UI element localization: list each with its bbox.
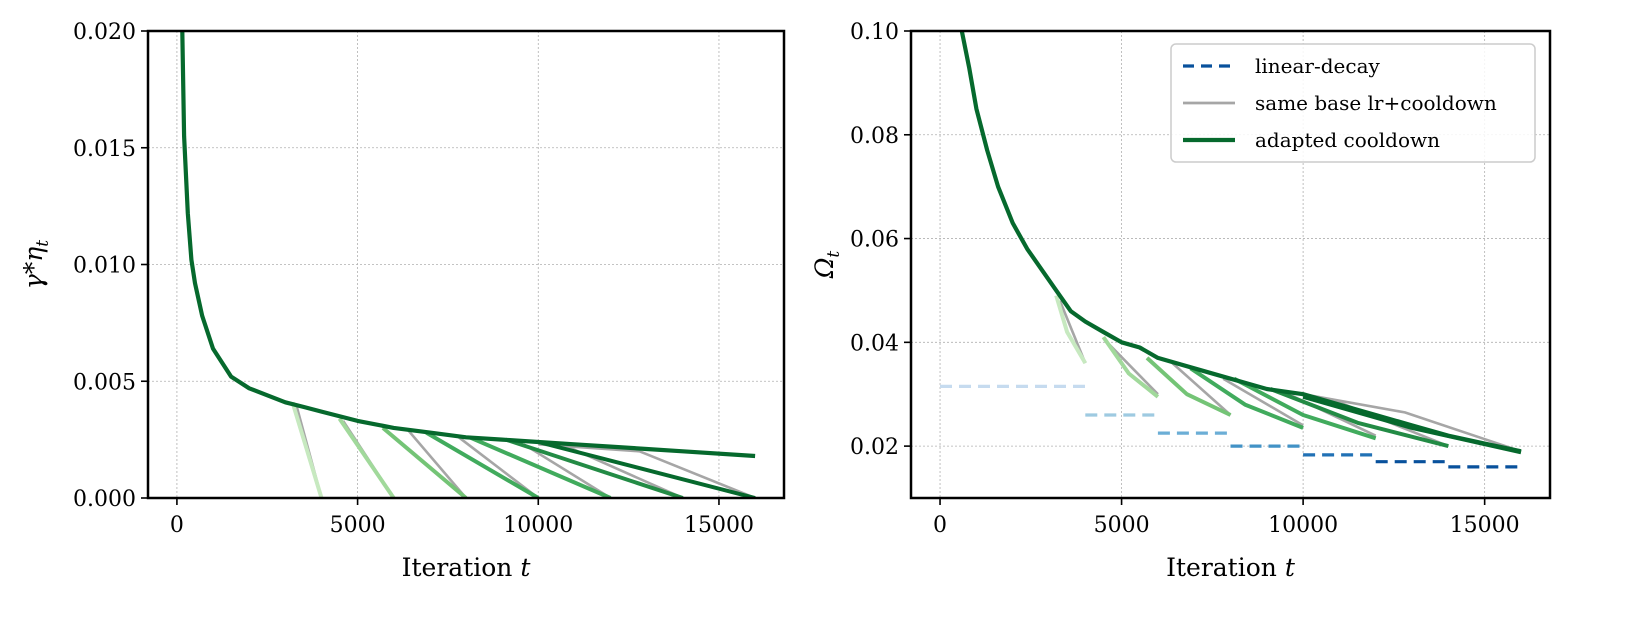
y-axis-label: Ωt <box>810 251 844 280</box>
same-base-lr-cooldown-series-line <box>1106 341 1159 396</box>
adapted-cooldown-series-line <box>1054 295 1088 365</box>
adapted-cooldown-series-line <box>1101 335 1160 399</box>
adapted-cooldown-series-line <box>1233 376 1377 441</box>
legend-entry-label: adapted cooldown <box>1255 128 1440 152</box>
x-tick-label: 5000 <box>330 513 386 538</box>
axes-frame <box>909 29 1552 500</box>
adapted-cooldown-series-line <box>505 437 684 498</box>
y-tick-label: 0.010 <box>73 254 136 279</box>
adapted-cooldown-series-line <box>468 435 612 498</box>
right-chart-panel: 0 5000 10000 15000 0.02 0.04 0.06 0.08 0.10 Itera… <box>810 20 1552 582</box>
legend: linear-decay same base lr+cooldown adapted… <box>1170 43 1536 163</box>
x-tick-label: 10000 <box>503 513 573 538</box>
x-tick-label: 15000 <box>684 513 754 538</box>
y-tick-label: 0.08 <box>850 124 899 149</box>
adapted-cooldown-series-line <box>1145 356 1232 417</box>
same-base-lr-cooldown-series-line <box>523 443 612 498</box>
x-tick-label: 0 <box>170 513 184 538</box>
y-tick-label: 0.10 <box>850 20 899 45</box>
y-tick-label: 0.005 <box>73 370 136 395</box>
x-tick-label: 5000 <box>1094 513 1150 538</box>
y-tick-label: 0.04 <box>850 331 899 356</box>
x-tick-label: 15000 <box>1450 513 1520 538</box>
x-axis-label: Iteration t <box>1166 553 1296 582</box>
same-base-lr-cooldown-series-line <box>1171 362 1232 416</box>
same-base-lr-cooldown-series-line <box>458 436 540 498</box>
y-tick-label: 0.000 <box>73 487 136 512</box>
y-tick-label: 0.02 <box>850 435 899 460</box>
legend-entry-label: same base lr+cooldown <box>1255 91 1497 115</box>
left-chart-panel: 0 5000 10000 15000 0.000 0.005 0.010 0.015 0.020… <box>19 20 786 582</box>
adapted-cooldown-series-line <box>537 440 756 498</box>
plot-area <box>180 31 756 498</box>
y-tick-label: 0.015 <box>73 137 136 162</box>
y-axis-label: γ*ηt <box>19 240 53 289</box>
adapted-cooldown-series-line <box>337 417 396 498</box>
same-base-lr-cooldown-series-line <box>1302 392 1522 453</box>
adapted-cooldown-series-line <box>1269 387 1449 449</box>
same-base-lr-cooldown-series-line <box>538 443 756 498</box>
plot-area <box>940 31 1522 469</box>
x-axis-label: Iteration t <box>402 553 532 582</box>
adapted-cooldown-main-curve <box>959 31 1522 454</box>
adapted-cooldown-series-line <box>290 401 324 498</box>
legend-box <box>1170 43 1536 163</box>
same-base-lr-cooldown-series-line <box>1222 377 1304 427</box>
adapted-cooldown-main-curve <box>180 31 756 459</box>
y-tick-label: 0.020 <box>73 20 136 45</box>
x-tick-label: 0 <box>933 513 947 538</box>
same-base-lr-cooldown-series-line <box>407 429 467 498</box>
adapted-cooldown-series-line <box>425 430 540 498</box>
legend-entry-label: linear-decay <box>1255 54 1381 78</box>
adapted-cooldown-series-line <box>1189 366 1304 430</box>
x-tick-label: 10000 <box>1268 513 1338 538</box>
adapted-cooldown-series-line <box>381 426 468 498</box>
y-tick-label: 0.06 <box>850 228 899 253</box>
